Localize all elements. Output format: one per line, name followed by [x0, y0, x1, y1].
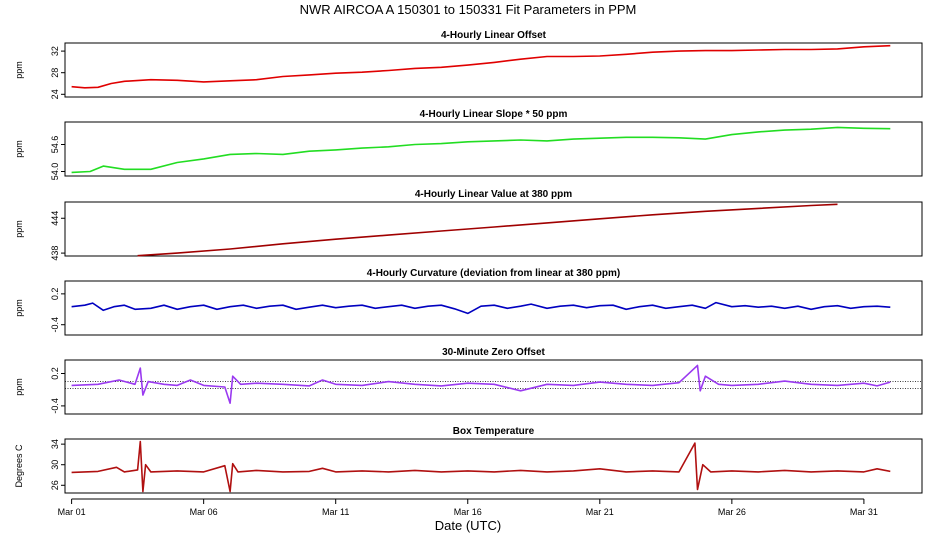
figure-title: NWR AIRCOA A 150301 to 150331 Fit Parame…: [300, 2, 637, 17]
panel-2: 4-Hourly Linear Slope * 50 ppm 54.0 54.6 pp…: [14, 109, 923, 181]
panel-4: 4-Hourly Curvature (deviation from linea…: [14, 268, 923, 336]
x-axis: Mar 01 Mar 06 Mar 11 Mar 16 Mar 21 Mar 26 Mar …: [58, 498, 878, 517]
y-axis-label: ppm: [14, 378, 24, 396]
series-line: [71, 126, 891, 174]
y-tick-label: 32: [50, 46, 60, 56]
y-tick-label: -0.4: [50, 398, 60, 414]
x-tick-label: Mar 31: [850, 507, 878, 517]
panel-title: 4-Hourly Linear Slope * 50 ppm: [420, 109, 568, 120]
y-tick-label: 26: [50, 480, 60, 490]
x-tick-label: Mar 11: [322, 507, 349, 517]
series-line: [71, 440, 891, 493]
panel-title: Box Temperature: [453, 426, 535, 437]
y-tick-label: 54.0: [50, 163, 60, 181]
panel-frame: [64, 42, 923, 98]
y-tick-label: 444: [50, 211, 60, 226]
panel-frame: [64, 359, 923, 415]
y-tick-label: -0.4: [50, 317, 60, 333]
x-axis-label: Date (UTC): [435, 518, 501, 533]
y-tick-label: 438: [50, 246, 60, 261]
x-tick-label: Mar 06: [190, 507, 218, 517]
panel-1: 4-Hourly Linear Offset 24 28 32 ppm: [14, 30, 923, 99]
y-axis-label: ppm: [14, 61, 24, 79]
panel-title: 4-Hourly Curvature (deviation from linea…: [367, 268, 620, 279]
series-line: [71, 364, 891, 405]
panel-title: 4-Hourly Linear Offset: [441, 30, 547, 41]
x-tick-label: Mar 21: [586, 507, 614, 517]
y-axis-label: ppm: [14, 140, 24, 158]
series-line: [71, 44, 891, 89]
panel-frame: [64, 201, 923, 257]
series-line: [71, 301, 891, 315]
y-tick-label: 24: [50, 89, 60, 99]
x-tick-label: Mar 01: [58, 507, 86, 517]
y-tick-label: 54.6: [50, 136, 60, 154]
panel-5: 30-Minute Zero Offset -0.4 0.2 ppm: [14, 347, 923, 415]
y-axis-label: ppm: [14, 299, 24, 317]
panel-frame: [64, 280, 923, 336]
y-axis-label: Degrees C: [14, 444, 24, 488]
panel-6: Box Temperature 26 30 34 Degrees C: [14, 426, 923, 494]
x-tick-label: Mar 26: [718, 507, 746, 517]
panel-frame: [64, 121, 923, 177]
panel-title: 30-Minute Zero Offset: [442, 347, 545, 358]
y-tick-label: 34: [50, 439, 60, 449]
y-tick-label: 28: [50, 68, 60, 78]
y-tick-label: 0.2: [50, 367, 60, 380]
y-axis-label: ppm: [14, 220, 24, 238]
y-tick-label: 30: [50, 460, 60, 470]
panel-frame: [64, 438, 923, 494]
panel-3: 4-Hourly Linear Value at 380 ppm 438 444 pp…: [14, 189, 923, 261]
panels-group: 4-Hourly Linear Offset242832ppm4-Hourly …: [14, 30, 923, 494]
x-tick-label: Mar 16: [454, 507, 482, 517]
series-line: [137, 203, 838, 257]
y-tick-label: 0.2: [50, 288, 60, 301]
panel-title: 4-Hourly Linear Value at 380 ppm: [415, 189, 572, 200]
